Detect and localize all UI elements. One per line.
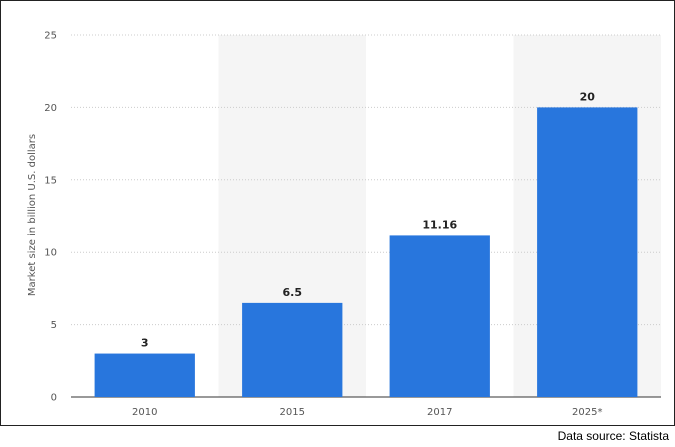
bar <box>94 353 195 397</box>
y-tick-label: 10 <box>44 248 57 259</box>
data-label: 6.5 <box>283 286 303 299</box>
bar <box>389 235 490 397</box>
y-tick-label: 25 <box>44 31 57 42</box>
y-tick-label: 0 <box>51 393 57 404</box>
data-label: 20 <box>580 90 596 103</box>
data-label: 11.16 <box>422 218 457 231</box>
y-axis-label: Market size in billion U.S. dollars <box>27 134 38 296</box>
y-tick-label: 5 <box>51 320 57 331</box>
chart-frame: 0 5 10 15 20 25 3 6.5 11.16 20 2010 2015 2017 2025*… <box>0 0 675 426</box>
data-source-note: Data source: Statista <box>557 429 669 443</box>
data-label: 3 <box>141 337 149 350</box>
x-tick-label: 2015 <box>280 407 305 418</box>
x-tick-label: 2025* <box>572 407 602 418</box>
y-tick-label: 15 <box>44 175 57 186</box>
x-tick-label: 2010 <box>132 407 157 418</box>
y-tick-label: 20 <box>44 103 57 114</box>
bar <box>242 302 343 397</box>
bar-chart: 0 5 10 15 20 25 3 6.5 11.16 20 2010 2015 2017 2025*… <box>27 31 661 418</box>
x-tick-label: 2017 <box>427 407 452 418</box>
bar <box>537 107 638 398</box>
